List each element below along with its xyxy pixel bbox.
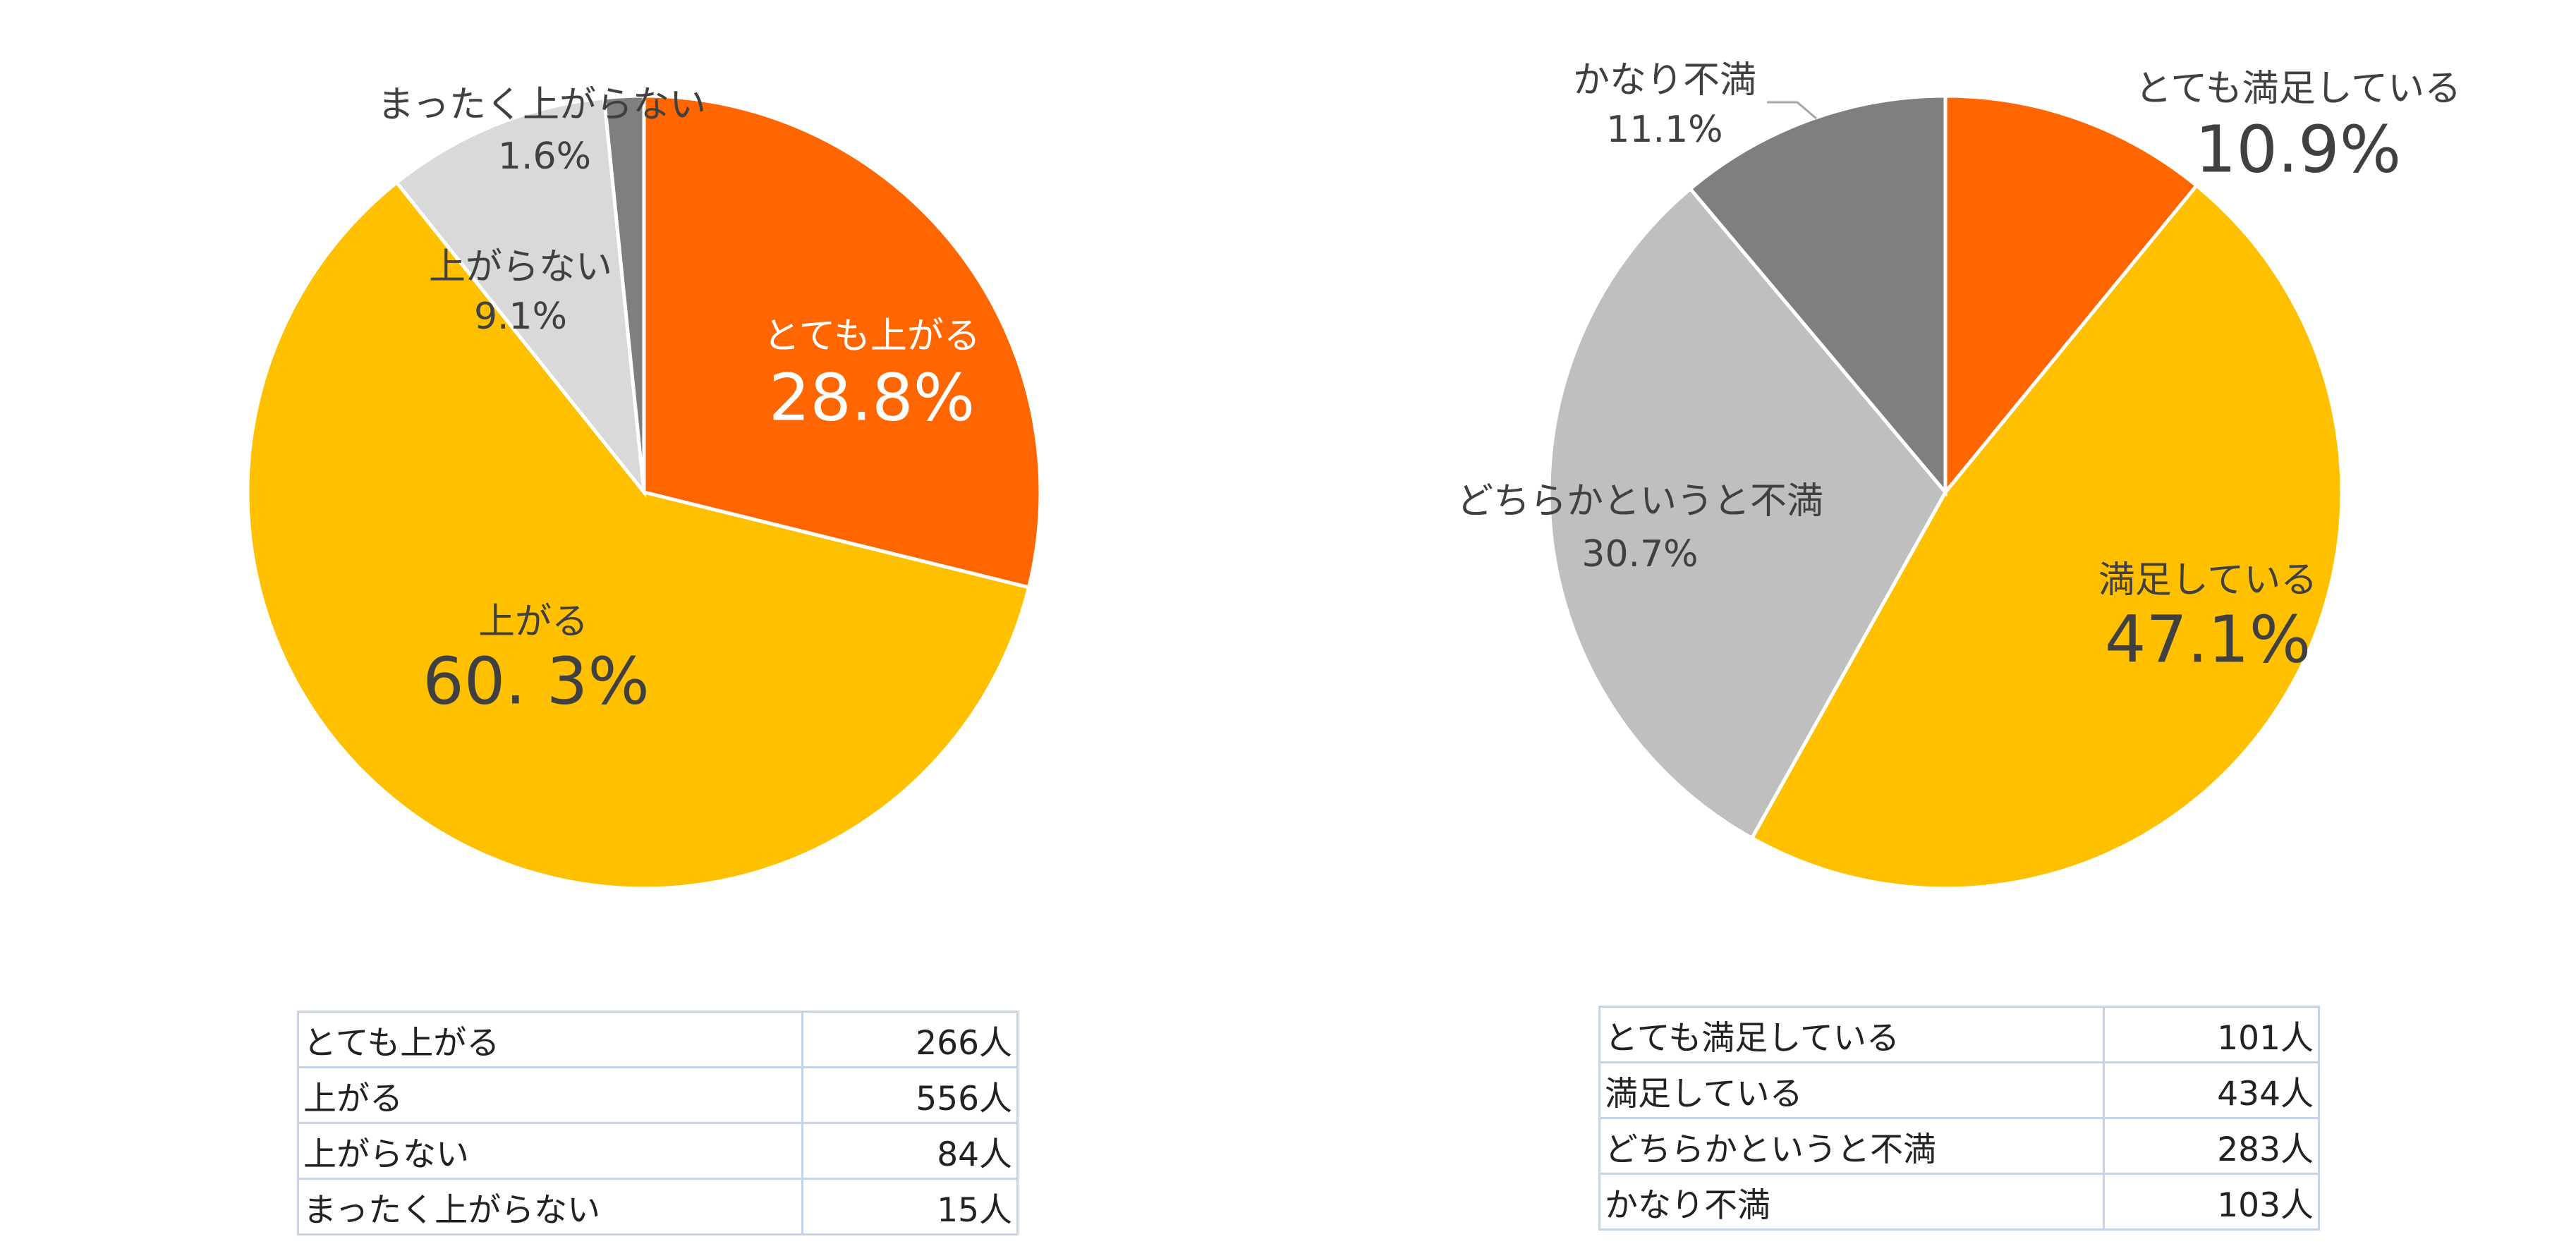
table-cell: 103人 — [2103, 1173, 2320, 1231]
table-cell: 84人 — [801, 1122, 1019, 1180]
slice-label: 満足している — [2098, 559, 2317, 602]
slice-label: とても上がる — [763, 315, 980, 358]
leader-line — [1767, 101, 1817, 120]
pie-slice — [1943, 94, 2199, 497]
slice-value-label: 1.6% — [498, 135, 591, 178]
table-cell: 満足している — [1598, 1061, 2105, 1119]
pie-slice — [1547, 186, 1948, 841]
table-cell: とても満足している — [1598, 1006, 2105, 1063]
slice-label: まったく上がらない — [377, 84, 706, 126]
slice-label: 上がらない — [429, 246, 612, 288]
table-cell: 283人 — [2103, 1117, 2320, 1175]
pie-slice — [602, 94, 646, 493]
slice-value-label: 47.1% — [2105, 602, 2311, 677]
slice-label: とても満足している — [2135, 68, 2461, 110]
table-cell: 556人 — [801, 1066, 1019, 1124]
table-row: どちらかというと不満 283人 — [1598, 1117, 2320, 1175]
slice-label: かなり不満 — [1573, 59, 1756, 102]
pie-slice — [394, 96, 647, 499]
table-row: まったく上がらない 15人 — [297, 1178, 1019, 1235]
table-cell: 上がらない — [297, 1122, 803, 1180]
table-row: とても満足している 101人 — [1598, 1006, 2320, 1063]
pie-slice — [642, 94, 1043, 590]
table-cell: とても上がる — [297, 1011, 803, 1068]
table-cell: 266人 — [801, 1011, 1019, 1068]
table: とても上がる 266人 上がる 556人 上がらない 84人 まったく上がらない 15人 — [297, 1011, 1019, 1235]
slice-label: 上がる — [478, 601, 588, 643]
table-cell: まったく上がらない — [297, 1178, 803, 1235]
slice-value-label: 30.7% — [1581, 533, 1698, 575]
table-cell: 101人 — [2103, 1006, 2320, 1063]
table-cell: 434人 — [2103, 1061, 2320, 1119]
pie-slice — [1749, 183, 2344, 891]
table-row: 満足している 434人 — [1598, 1061, 2320, 1119]
table-cell: 15人 — [801, 1178, 1019, 1235]
slice-value-label: 28.8% — [769, 360, 975, 435]
table-cell: かなり不満 — [1598, 1173, 2105, 1231]
pie-slice — [1687, 94, 1948, 497]
table-row: 上がらない 84人 — [297, 1122, 1019, 1180]
slice-value-label: 9.1% — [474, 295, 567, 338]
table-cell: 上がる — [297, 1066, 803, 1124]
table-row: かなり不満 103人 — [1598, 1173, 2320, 1231]
table-row: 上がる 556人 — [297, 1066, 1019, 1124]
slice-value-label: 10.9% — [2195, 111, 2401, 187]
table: とても満足している 101人 満足している 434人 どちらかというと不満 283人 かなり… — [1598, 1006, 2320, 1231]
slice-value-label: 11.1% — [1606, 109, 1723, 151]
slice-value-label: 60. 3% — [423, 643, 650, 719]
table-row: とても上がる 266人 — [297, 1011, 1019, 1068]
table-cell: どちらかというと不満 — [1598, 1117, 2105, 1175]
slice-label: どちらかというと不満 — [1457, 480, 1823, 523]
pie-slice — [245, 180, 1031, 891]
